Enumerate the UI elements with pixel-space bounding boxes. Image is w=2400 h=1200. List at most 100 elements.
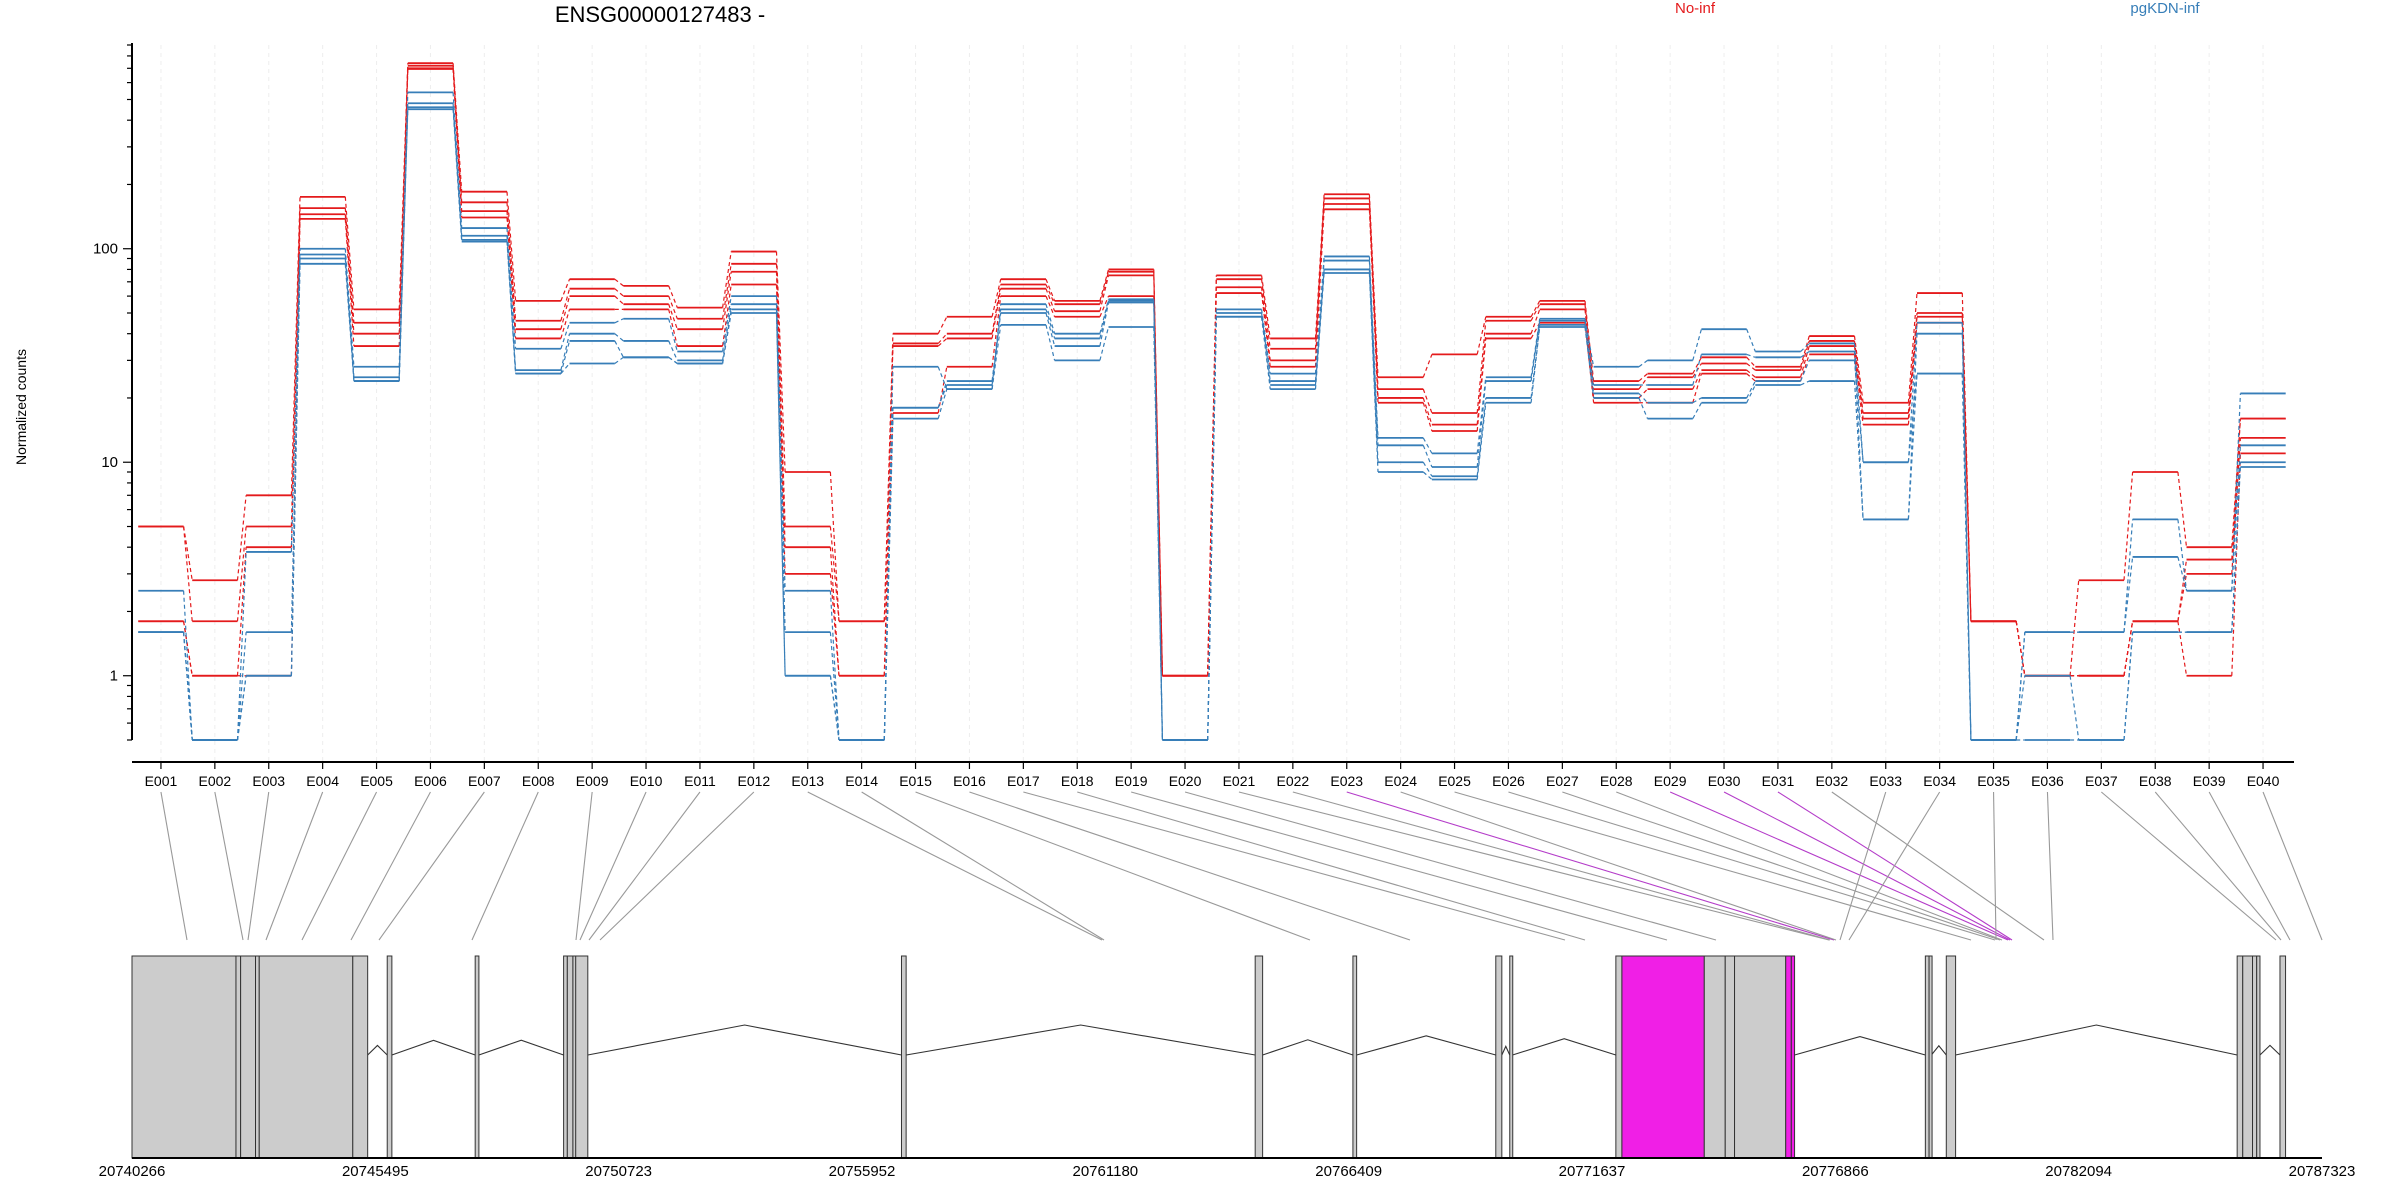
coord-label: 20787323 xyxy=(2289,1163,2356,1180)
series-connector xyxy=(398,68,409,347)
series-connector xyxy=(1422,388,1433,414)
series-connector xyxy=(1422,354,1433,378)
series-connector xyxy=(2177,621,2188,676)
exon-connector xyxy=(247,791,270,941)
series-connector xyxy=(1692,373,1702,403)
series-connector xyxy=(1530,318,1541,378)
series-connector xyxy=(1853,335,1864,403)
series-connector xyxy=(1800,360,1810,382)
series-connector xyxy=(1853,381,1864,520)
series-connector xyxy=(1422,445,1433,468)
series-connector xyxy=(1907,322,1918,463)
x-tick-label: E032 xyxy=(1815,773,1848,789)
series-connector xyxy=(2015,621,2026,676)
exon-connector xyxy=(350,791,431,941)
coord-label: 20740266 xyxy=(99,1163,166,1180)
coord-label: 20782094 xyxy=(2045,1163,2112,1180)
series-connector xyxy=(560,295,571,330)
series-connector xyxy=(182,590,193,741)
x-tick-label: E033 xyxy=(1869,773,1902,789)
series-connector xyxy=(1800,351,1810,358)
x-tick-label: E026 xyxy=(1492,773,1525,789)
series-connector xyxy=(1260,316,1271,390)
series-connector xyxy=(1692,397,1702,404)
exon-connector xyxy=(1508,791,1996,941)
series-No-inf xyxy=(138,64,2286,677)
series-connector xyxy=(1584,318,1595,367)
series-connector xyxy=(668,303,678,330)
series-connector xyxy=(560,309,571,339)
exon-box xyxy=(1945,955,1957,1159)
series-connector xyxy=(1368,272,1379,473)
series-connector xyxy=(2123,632,2134,741)
series-connector xyxy=(1153,302,1164,741)
series-connector xyxy=(1853,360,1864,463)
exon-connector xyxy=(2100,791,2277,941)
series-connector xyxy=(2177,519,2188,591)
series-connector xyxy=(1207,293,1217,676)
series-connector xyxy=(1638,388,1648,399)
x-tick-label: E018 xyxy=(1061,773,1094,789)
series-connector xyxy=(1099,271,1110,305)
exon-box xyxy=(1790,955,1796,1159)
exon-box xyxy=(1352,955,1358,1159)
intron xyxy=(1356,1035,1496,1056)
series-connector xyxy=(1260,279,1271,349)
series-connector xyxy=(1638,376,1648,390)
series-connector xyxy=(2231,445,2242,591)
y-tick-label: 1 xyxy=(110,668,118,685)
x-tick-label: E002 xyxy=(198,773,231,789)
exon-box xyxy=(1785,955,1792,1159)
series-connector xyxy=(1045,324,1056,361)
series-connector xyxy=(721,263,732,319)
series-connector xyxy=(883,346,894,676)
series-connector xyxy=(991,324,1002,390)
series-connector xyxy=(1530,326,1541,403)
exon-connector xyxy=(1400,791,1837,941)
axes: 1 10 100 E001 E002 E003 E004 E005 E006 E007 E008 E0… xyxy=(93,43,2294,789)
series-connector xyxy=(560,288,571,321)
series-connector xyxy=(2015,632,2026,741)
exon-connector xyxy=(1184,791,1717,941)
series-connector xyxy=(1099,326,1110,361)
series-connector xyxy=(1692,329,1702,361)
series-connector xyxy=(182,632,193,741)
series-connector xyxy=(1422,471,1433,480)
series-connector xyxy=(1746,373,1756,382)
coord-label: 20766409 xyxy=(1315,1163,1382,1180)
exon-box xyxy=(1254,955,1264,1159)
series-connector xyxy=(182,526,193,581)
exon-connector xyxy=(214,791,244,941)
series-pgKDN-inf xyxy=(138,108,2286,741)
intron xyxy=(906,1024,1256,1056)
coord-label: 20776866 xyxy=(1802,1163,1869,1180)
series-connector xyxy=(236,675,247,741)
intron xyxy=(1794,1035,1926,1056)
series-connector xyxy=(1584,324,1595,394)
series-connector xyxy=(1746,363,1756,371)
series-connector xyxy=(1260,292,1271,367)
exon-box xyxy=(386,955,393,1159)
exon-connector xyxy=(1346,791,1835,941)
exon-connector xyxy=(579,791,647,941)
series-connector xyxy=(991,288,1002,339)
series-connector xyxy=(1045,312,1056,347)
series-connector xyxy=(2069,675,2080,741)
series-connector xyxy=(2231,437,2242,574)
series-connector xyxy=(1746,328,1756,352)
series-connector xyxy=(1314,269,1325,386)
series-connector xyxy=(1422,461,1433,477)
series-connector xyxy=(721,312,732,364)
series-connector xyxy=(236,547,247,676)
x-tick-label: E005 xyxy=(360,773,393,789)
series-connector xyxy=(2069,580,2080,676)
exon-box xyxy=(2236,955,2244,1159)
series-connector xyxy=(775,284,786,574)
series-connector xyxy=(344,196,355,310)
series-connector xyxy=(1207,316,1217,741)
series-connector xyxy=(1853,354,1864,425)
series-connector xyxy=(883,343,894,622)
series-connector xyxy=(506,241,517,374)
exon-box xyxy=(2242,955,2254,1159)
